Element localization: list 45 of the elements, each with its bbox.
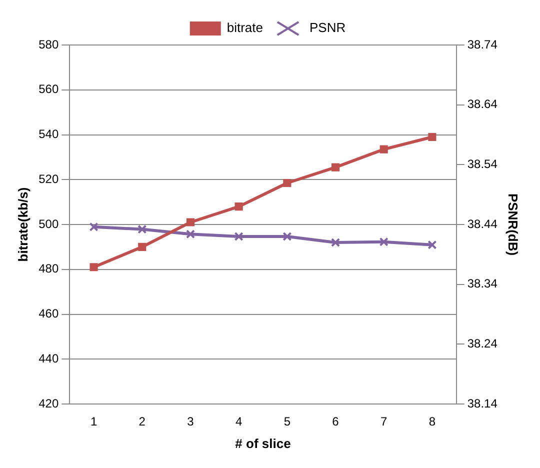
point xyxy=(331,163,340,172)
y-tick-label: 500 xyxy=(38,216,59,231)
x-tick-label: 8 xyxy=(428,414,436,429)
y-tick-label: 480 xyxy=(38,262,59,276)
y2-tick-label: 38.14 xyxy=(467,396,498,410)
y-tick-label: 460 xyxy=(38,306,59,321)
y-tick-label: 420 xyxy=(38,396,59,410)
y-tick-label: 440 xyxy=(38,351,59,366)
point xyxy=(138,242,146,251)
point xyxy=(380,145,388,154)
x-tick-label: 1 xyxy=(90,414,98,429)
x-tick-label: 2 xyxy=(138,414,146,429)
x-axis-title: # of slice xyxy=(235,436,291,451)
point xyxy=(186,230,196,239)
y-tick-label: 560 xyxy=(38,82,59,96)
x-tick-label: 4 xyxy=(235,414,242,429)
point xyxy=(234,202,243,211)
x-tick-label: 6 xyxy=(332,414,340,429)
point xyxy=(428,240,437,250)
y2-axis-title: PSNR(dB) xyxy=(506,193,521,256)
point xyxy=(234,232,244,241)
point xyxy=(282,232,292,241)
x-tick-label: 7 xyxy=(380,414,388,429)
point xyxy=(379,237,388,246)
x-tick-label: 5 xyxy=(284,414,291,429)
y-tick-label: 580 xyxy=(38,37,59,52)
y2-tick-label: 38.54 xyxy=(467,156,498,171)
point xyxy=(283,178,292,188)
x-tick-label: 3 xyxy=(187,414,194,429)
legend-label: bitrate xyxy=(226,20,264,36)
y2-tick-label: 38.64 xyxy=(467,97,498,112)
point xyxy=(89,222,98,232)
y-tick-label: 520 xyxy=(38,172,59,186)
y2-tick-label: 38.44 xyxy=(467,216,498,231)
point xyxy=(138,224,147,234)
y2-tick-label: 38.74 xyxy=(467,37,498,52)
point xyxy=(186,218,195,226)
y2-tick-label: 38.34 xyxy=(467,276,498,291)
legend-label: PSNR xyxy=(310,20,346,36)
point xyxy=(90,263,98,272)
point xyxy=(428,132,436,142)
y-tick-label: 540 xyxy=(38,127,59,142)
point xyxy=(330,238,340,247)
y2-tick-label: 38.24 xyxy=(467,336,498,350)
y-axis-title: bitrate(kb/s) xyxy=(15,187,30,262)
